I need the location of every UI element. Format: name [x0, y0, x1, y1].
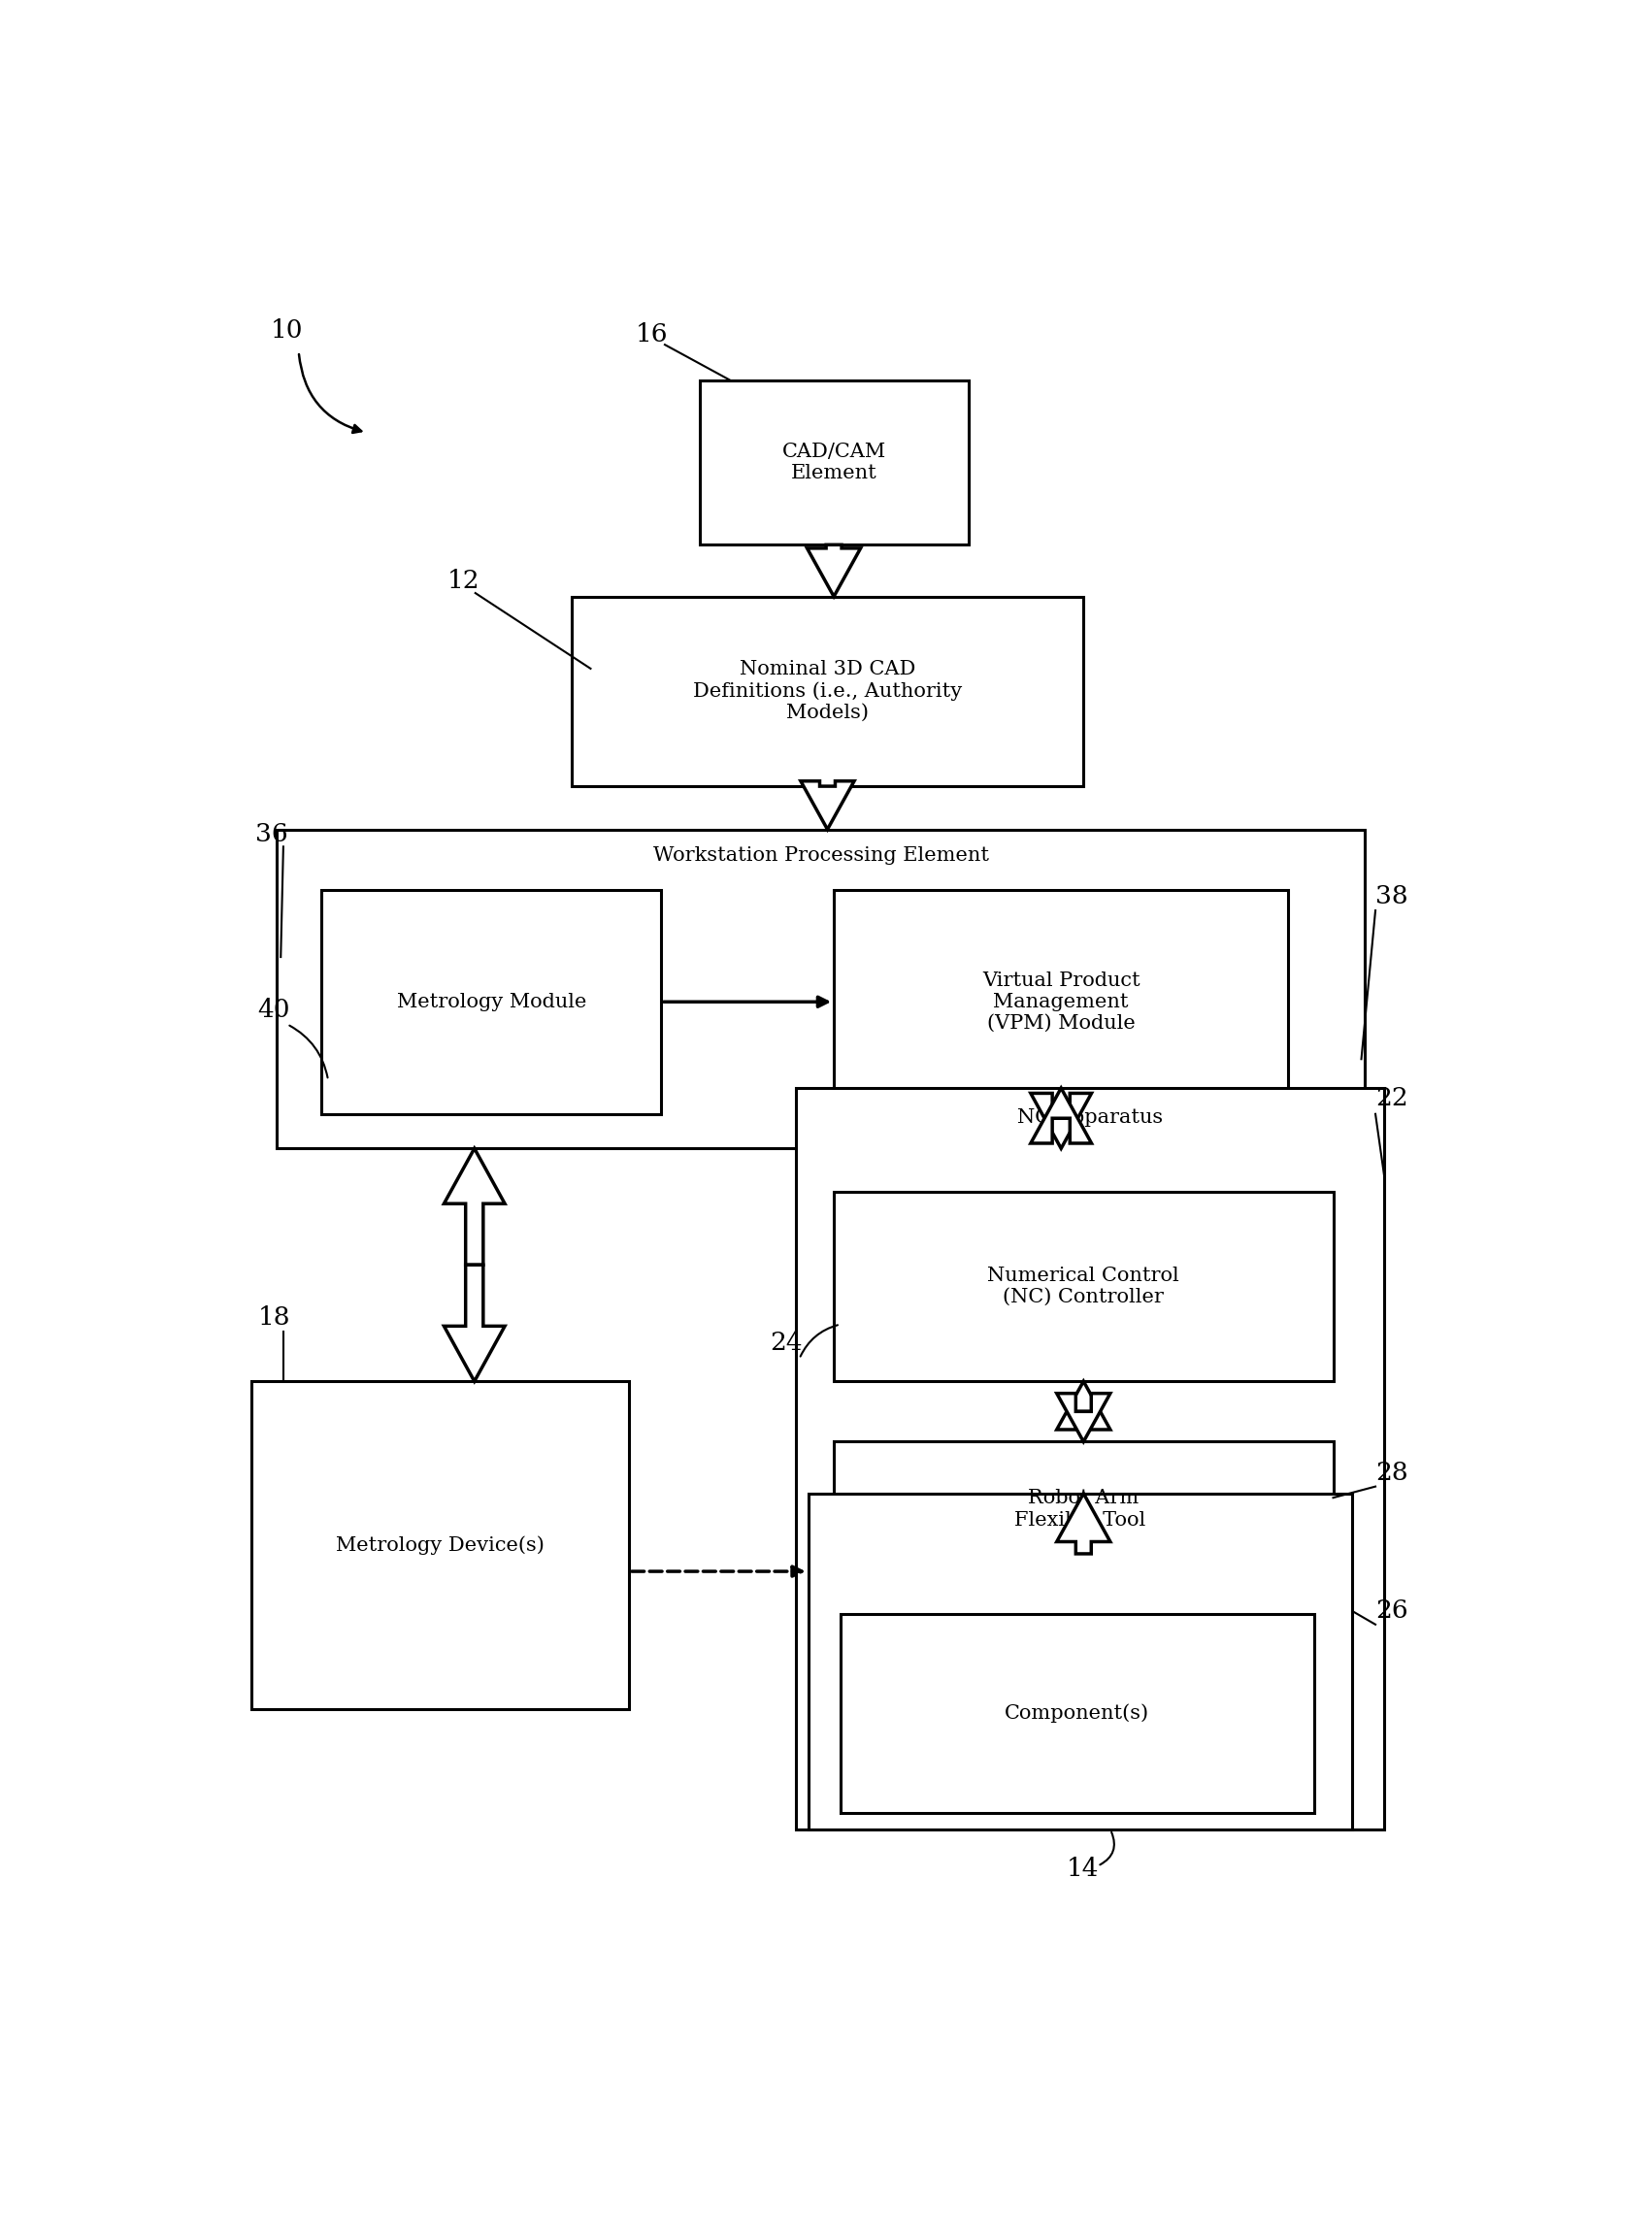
Text: Flexible Tool: Flexible Tool — [1014, 1510, 1146, 1530]
Text: Nominal 3D CAD
Definitions (i.e., Authority
Models): Nominal 3D CAD Definitions (i.e., Author… — [692, 661, 961, 721]
Text: 40: 40 — [258, 999, 291, 1021]
Text: 14: 14 — [1067, 1857, 1099, 1882]
Bar — [796, 1089, 1384, 1830]
Text: Metrology Module: Metrology Module — [396, 992, 586, 1010]
Bar — [278, 829, 1365, 1149]
FancyArrow shape — [1031, 1093, 1092, 1149]
Text: NC Apparatus: NC Apparatus — [1018, 1109, 1163, 1127]
FancyArrow shape — [801, 782, 854, 829]
Text: 10: 10 — [271, 318, 302, 343]
Text: 28: 28 — [1376, 1460, 1408, 1485]
Bar — [834, 1443, 1333, 1555]
Bar — [808, 1494, 1353, 1830]
Text: Virtual Product
Management
(VPM) Module: Virtual Product Management (VPM) Module — [983, 972, 1140, 1033]
Text: 18: 18 — [258, 1306, 291, 1328]
FancyArrow shape — [808, 544, 861, 596]
Text: 38: 38 — [1376, 885, 1408, 909]
Text: Metrology Device(s): Metrology Device(s) — [335, 1537, 545, 1555]
FancyArrow shape — [1031, 1089, 1092, 1142]
Text: CAD/CAM
Element: CAD/CAM Element — [781, 444, 885, 484]
FancyArrow shape — [1057, 1382, 1110, 1429]
Bar — [251, 1382, 629, 1709]
Text: 26: 26 — [1376, 1597, 1408, 1622]
Text: Numerical Control
(NC) Controller: Numerical Control (NC) Controller — [988, 1266, 1180, 1306]
Bar — [572, 596, 1084, 786]
FancyArrow shape — [1057, 1494, 1110, 1555]
Text: 12: 12 — [448, 569, 479, 594]
Text: Workstation Processing Element: Workstation Processing Element — [653, 847, 990, 865]
Bar — [322, 889, 661, 1113]
Text: 16: 16 — [636, 323, 667, 347]
FancyArrow shape — [1057, 1393, 1110, 1443]
FancyArrow shape — [444, 1149, 506, 1266]
FancyArrow shape — [444, 1266, 506, 1382]
Bar — [841, 1615, 1313, 1812]
Text: 24: 24 — [770, 1331, 803, 1355]
Text: 22: 22 — [1376, 1086, 1408, 1111]
Bar — [834, 1192, 1333, 1382]
Text: Robot Arm: Robot Arm — [1028, 1490, 1138, 1508]
Text: Component(s): Component(s) — [1004, 1705, 1150, 1723]
Bar — [834, 889, 1289, 1113]
Text: 36: 36 — [254, 822, 287, 847]
Bar — [699, 381, 968, 544]
